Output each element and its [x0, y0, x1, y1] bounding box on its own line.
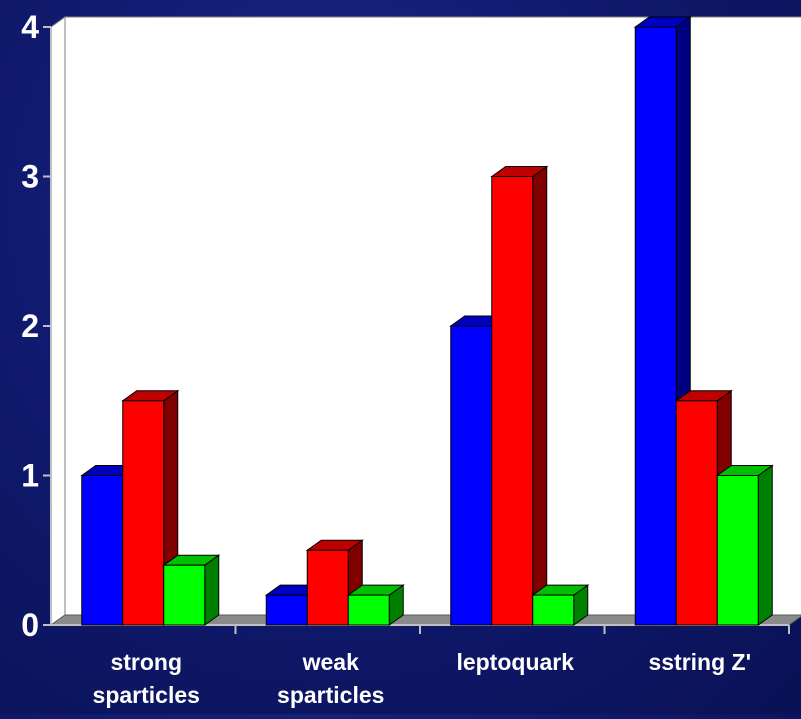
bar	[531, 584, 590, 626]
bar	[162, 554, 221, 626]
y-tick-label: 3	[21, 159, 39, 195]
bar-side-face	[757, 464, 773, 626]
bar-front-face	[265, 594, 308, 626]
bar	[346, 584, 405, 626]
bar	[715, 464, 774, 626]
bar	[490, 165, 549, 626]
bar-front-face	[306, 549, 349, 626]
x-category-label: weak sparticles	[277, 649, 384, 708]
x-category-label-line: sparticles	[277, 682, 384, 708]
bar-front-face	[675, 400, 718, 626]
x-category-label-line: strong	[110, 649, 182, 675]
y-tick-label: 0	[21, 607, 39, 643]
y-tick-label: 2	[21, 308, 39, 344]
bar-side-face	[532, 165, 548, 626]
bar-front-face	[81, 475, 124, 626]
bars	[80, 16, 774, 626]
bar-front-face	[163, 564, 206, 626]
plot-area	[49, 16, 801, 626]
x-category-label-line: sparticles	[93, 682, 200, 708]
bar-front-face	[122, 400, 165, 626]
y-tick-label: 1	[21, 458, 39, 494]
labels: 0 1 2 3 4 strong sparticles weak sparticles lepto…	[21, 9, 751, 708]
x-category-label-line: weak	[302, 649, 359, 675]
y-tick-label: 4	[21, 9, 39, 45]
x-category-label: sstring Z'	[648, 649, 751, 675]
bar-front-face	[634, 26, 677, 626]
bar-front-face	[347, 594, 390, 626]
x-category-label: leptoquark	[456, 649, 574, 675]
bar-front-face	[491, 176, 534, 626]
bar-front-face	[450, 325, 493, 626]
plot-left-wall	[50, 16, 66, 626]
bar-front-face	[532, 594, 575, 626]
x-category-label: strong sparticles	[93, 649, 200, 708]
bar-side-face	[204, 554, 220, 626]
x-category-label-line: leptoquark	[456, 649, 574, 675]
x-category-label-line: sstring Z'	[648, 649, 751, 675]
bar-front-face	[716, 475, 759, 626]
